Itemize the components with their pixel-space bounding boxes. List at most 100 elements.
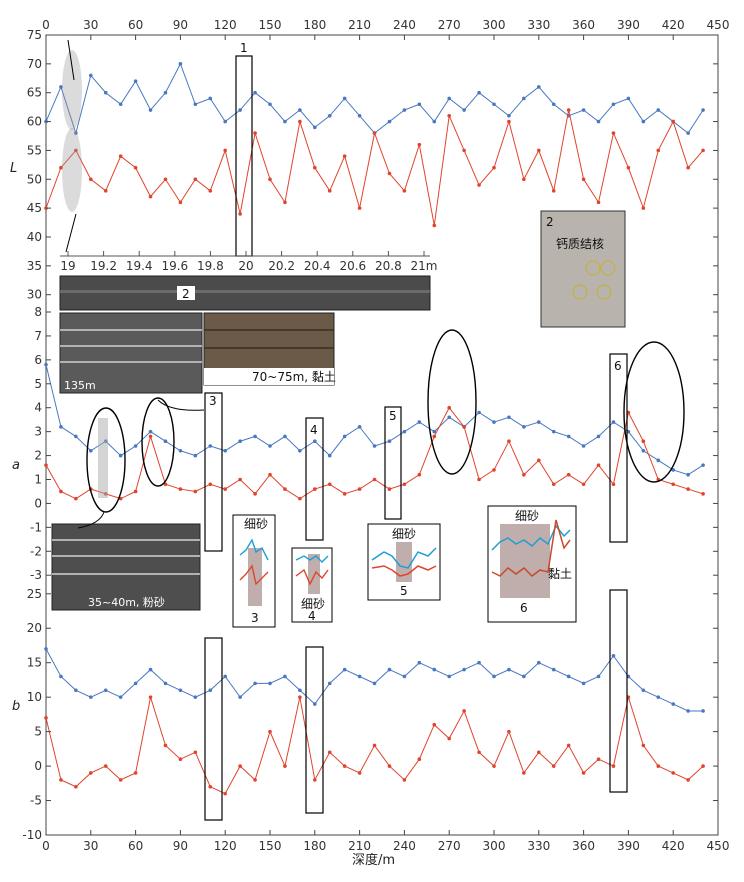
data-point-a-red — [313, 487, 317, 491]
y-tick-label: 6 — [34, 353, 42, 367]
data-point-b-blue — [507, 667, 511, 672]
data-point-L-blue — [193, 102, 198, 107]
x-tick-label: 240 — [393, 18, 416, 32]
data-point-b-red — [417, 757, 422, 761]
data-point-L-blue — [133, 79, 138, 83]
data-point-L-red — [611, 131, 616, 135]
data-point-b-red — [596, 757, 601, 761]
data-point-b-red — [462, 709, 466, 713]
data-point-b-red — [163, 743, 168, 748]
x-tick-label: 180 — [303, 18, 326, 32]
data-point-b-blue — [74, 688, 78, 693]
marker-1-box — [235, 55, 253, 257]
data-point-b-blue — [268, 681, 272, 686]
data-point-b-blue — [492, 674, 496, 679]
marker-3-box-a — [204, 392, 223, 552]
data-point-L-red — [268, 177, 272, 182]
y-tick-label: 0 — [34, 759, 42, 773]
data-point-L-red — [283, 200, 287, 205]
data-point-a-red — [148, 434, 153, 439]
svg-text:细砂: 细砂 — [244, 517, 268, 531]
data-point-a-blue — [596, 434, 601, 439]
data-point-a-red — [477, 477, 481, 482]
data-point-L-red — [74, 148, 78, 153]
data-point-a-blue — [686, 472, 690, 477]
sub-axis-tick-label: 20.2 — [268, 259, 295, 273]
data-point-a-red — [641, 439, 646, 444]
data-point-b-red — [59, 778, 63, 782]
data-point-b-blue — [193, 695, 198, 699]
series-line-L-blue — [45, 62, 704, 135]
highlight-ellipse-upper — [62, 50, 82, 130]
data-point-a-red — [447, 405, 452, 410]
data-point-L-blue — [74, 131, 78, 135]
data-point-a-red — [238, 477, 242, 482]
pointer-arrow-L-lower — [65, 213, 77, 253]
y-tick-label: 55 — [27, 143, 42, 157]
data-point-L-red — [59, 165, 63, 170]
panel-label-b: b — [12, 699, 20, 714]
nodule-circle-3 — [572, 284, 588, 300]
data-point-a-blue — [417, 420, 422, 424]
data-point-L-red — [462, 148, 466, 153]
data-point-b-blue — [253, 681, 257, 686]
data-point-L-blue — [596, 119, 601, 124]
data-point-b-blue — [432, 667, 437, 672]
x-tick-label: 240 — [393, 839, 416, 853]
data-point-a-blue — [387, 439, 392, 444]
data-point-b-red — [342, 764, 347, 768]
y-tick-label: 75 — [27, 28, 42, 42]
marker-4-label: 4 — [310, 423, 318, 437]
data-point-a-blue — [148, 429, 153, 434]
data-point-L-red — [686, 165, 690, 170]
series-line-L-red — [45, 109, 704, 226]
data-point-b-red — [581, 771, 586, 775]
data-point-b-blue — [44, 647, 48, 651]
data-point-b-blue — [417, 660, 422, 665]
data-point-b-red — [372, 743, 377, 748]
data-point-a-red — [537, 458, 541, 463]
y-tick-label: 3 — [34, 425, 42, 439]
y-tick-label: 0 — [34, 496, 42, 510]
data-point-b-blue — [686, 709, 690, 713]
data-point-L-red — [103, 189, 108, 193]
data-point-a-blue — [268, 444, 272, 448]
data-point-L-blue — [462, 108, 466, 112]
data-point-L-blue — [611, 102, 616, 107]
x-tick-label: 150 — [259, 18, 282, 32]
data-point-L-red — [432, 223, 437, 228]
data-point-L-blue — [89, 73, 93, 78]
data-point-a-blue — [537, 420, 541, 424]
data-point-b-red — [522, 771, 526, 775]
data-point-b-blue — [537, 660, 541, 665]
marker-4-box-b — [305, 646, 324, 814]
data-point-a-red — [208, 482, 213, 487]
x-tick-label: 90 — [173, 839, 188, 853]
data-point-L-red — [492, 165, 496, 170]
sub-axis-tick-label: 20.8 — [375, 259, 402, 273]
core-photo-2-tag — [177, 286, 195, 300]
data-point-b-blue — [163, 681, 168, 686]
curves — [44, 62, 705, 796]
data-point-a-blue — [89, 448, 93, 453]
core-photo-135m — [59, 312, 203, 394]
data-point-a-blue — [357, 425, 362, 429]
marker-1-label: 1 — [240, 41, 248, 55]
data-point-a-red — [596, 463, 601, 467]
data-point-b-red — [133, 771, 138, 775]
y-tick-label: 40 — [27, 230, 42, 244]
data-point-L-blue — [447, 96, 452, 101]
x-tick-label: 420 — [662, 18, 685, 32]
data-point-a-red — [327, 482, 332, 487]
data-point-b-blue — [551, 667, 556, 672]
data-point-a-blue — [283, 434, 287, 439]
sub-axis-tick-label: 21m — [411, 259, 438, 273]
highlight-ellipse-a-1 — [86, 407, 126, 513]
data-point-a-red — [357, 487, 362, 491]
x-tick-label: 150 — [259, 839, 282, 853]
data-point-b-blue — [357, 674, 362, 679]
data-point-L-red — [402, 189, 407, 193]
data-point-b-red — [492, 764, 496, 768]
data-point-L-blue — [148, 108, 153, 112]
data-point-L-red — [163, 177, 168, 182]
